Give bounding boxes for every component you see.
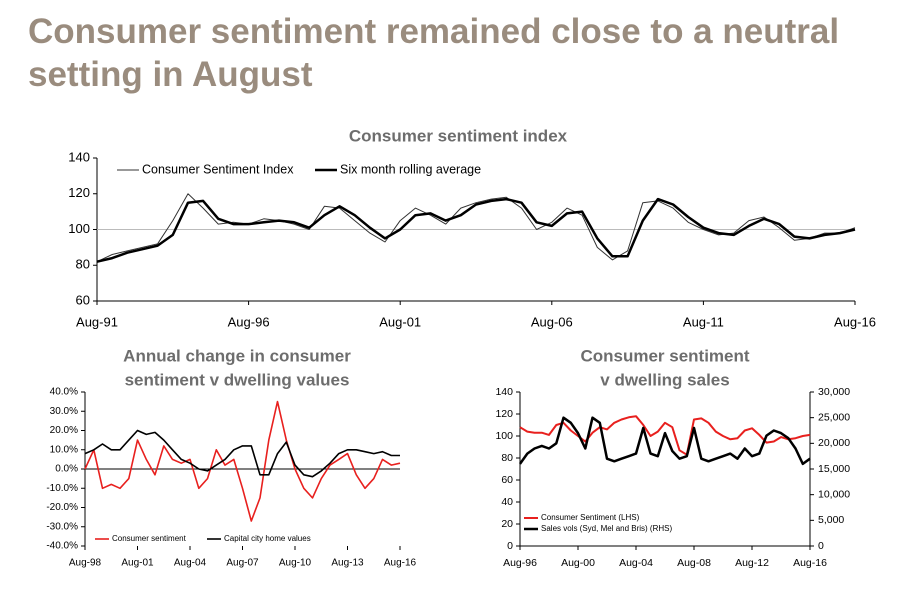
- chart-title: Consumer sentiment: [580, 346, 749, 365]
- y2-tick-label: 10,000: [818, 488, 850, 500]
- legend-label: Six month rolling average: [340, 162, 481, 176]
- y2-tick-label: 25,000: [818, 411, 850, 423]
- x-tick-label: Aug-04: [174, 558, 207, 569]
- series-line: [84, 429, 400, 478]
- x-tick-label: Aug-16: [834, 314, 876, 329]
- x-tick-label: Aug-10: [279, 558, 312, 569]
- y-tick-label: 80: [501, 452, 513, 464]
- x-tick-label: Aug-08: [677, 557, 711, 569]
- y-tick-label: 140: [495, 386, 513, 398]
- x-tick-label: Aug-00: [561, 557, 595, 569]
- y-tick-label: 0: [507, 540, 513, 552]
- y-tick-label: 60: [76, 292, 90, 307]
- y-tick-label: 30.0%: [50, 406, 78, 417]
- y-tick-label: 20.0%: [50, 425, 78, 436]
- x-tick-label: Aug-12: [735, 557, 769, 569]
- y-tick-label: -40.0%: [46, 541, 78, 552]
- y-tick-label: 20: [501, 518, 513, 530]
- series-line: [518, 416, 811, 466]
- y2-tick-label: 15,000: [818, 463, 850, 475]
- x-tick-label: Aug-98: [69, 558, 102, 569]
- x-tick-label: Aug-96: [503, 557, 537, 569]
- y-tick-label: 100: [495, 430, 513, 442]
- y2-tick-label: 20,000: [818, 437, 850, 449]
- series-line: [519, 415, 811, 456]
- y-tick-label: 140: [68, 149, 90, 164]
- x-tick-label: Aug-04: [619, 557, 653, 569]
- series-line: [84, 400, 401, 522]
- y2-tick-label: 0: [818, 540, 824, 552]
- x-tick-label: Aug-06: [531, 314, 573, 329]
- y-tick-label: 60: [501, 474, 513, 486]
- y-tick-label: 120: [68, 185, 90, 200]
- series-line: [96, 197, 856, 263]
- y-tick-label: 40.0%: [50, 387, 78, 398]
- y-tick-label: 10.0%: [50, 444, 78, 455]
- x-tick-label: Aug-91: [76, 314, 118, 329]
- slide-title: Consumer sentiment remained close to a n…: [28, 12, 839, 51]
- y-tick-label: 0.0%: [55, 464, 78, 475]
- chart-title: Consumer sentiment index: [349, 126, 568, 145]
- y-tick-label: 100: [68, 221, 90, 236]
- x-tick-label: Aug-16: [384, 558, 417, 569]
- x-tick-label: Aug-11: [683, 314, 724, 329]
- x-tick-label: Aug-01: [379, 314, 421, 329]
- x-tick-label: Aug-13: [331, 558, 364, 569]
- x-tick-label: Aug-96: [228, 314, 270, 329]
- y-tick-label: -10.0%: [46, 483, 78, 494]
- y-tick-label: 40: [501, 496, 513, 508]
- chart-title: sentiment v dwelling values: [125, 370, 350, 389]
- x-tick-label: Aug-16: [793, 557, 827, 569]
- legend-label: Consumer Sentiment (LHS): [541, 513, 640, 522]
- chart-title: Annual change in consumer: [123, 346, 351, 365]
- chart-title: v dwelling sales: [600, 370, 729, 389]
- legend-label: Consumer sentiment: [112, 534, 187, 543]
- x-tick-label: Aug-01: [121, 558, 154, 569]
- legend-label: Sales vols (Syd, Mel and Bris) (RHS): [541, 524, 672, 533]
- x-tick-label: Aug-07: [226, 558, 259, 569]
- legend-label: Capital city home values: [224, 534, 311, 543]
- y-tick-label: -30.0%: [46, 521, 78, 532]
- legend-label: Consumer Sentiment Index: [142, 162, 294, 176]
- y-tick-label: 80: [76, 257, 90, 272]
- y-tick-label: 120: [495, 408, 513, 420]
- y2-tick-label: 5,000: [818, 514, 844, 526]
- y2-tick-label: 30,000: [818, 386, 850, 398]
- slide-title: setting in August: [28, 55, 313, 94]
- y-tick-label: -20.0%: [46, 502, 78, 513]
